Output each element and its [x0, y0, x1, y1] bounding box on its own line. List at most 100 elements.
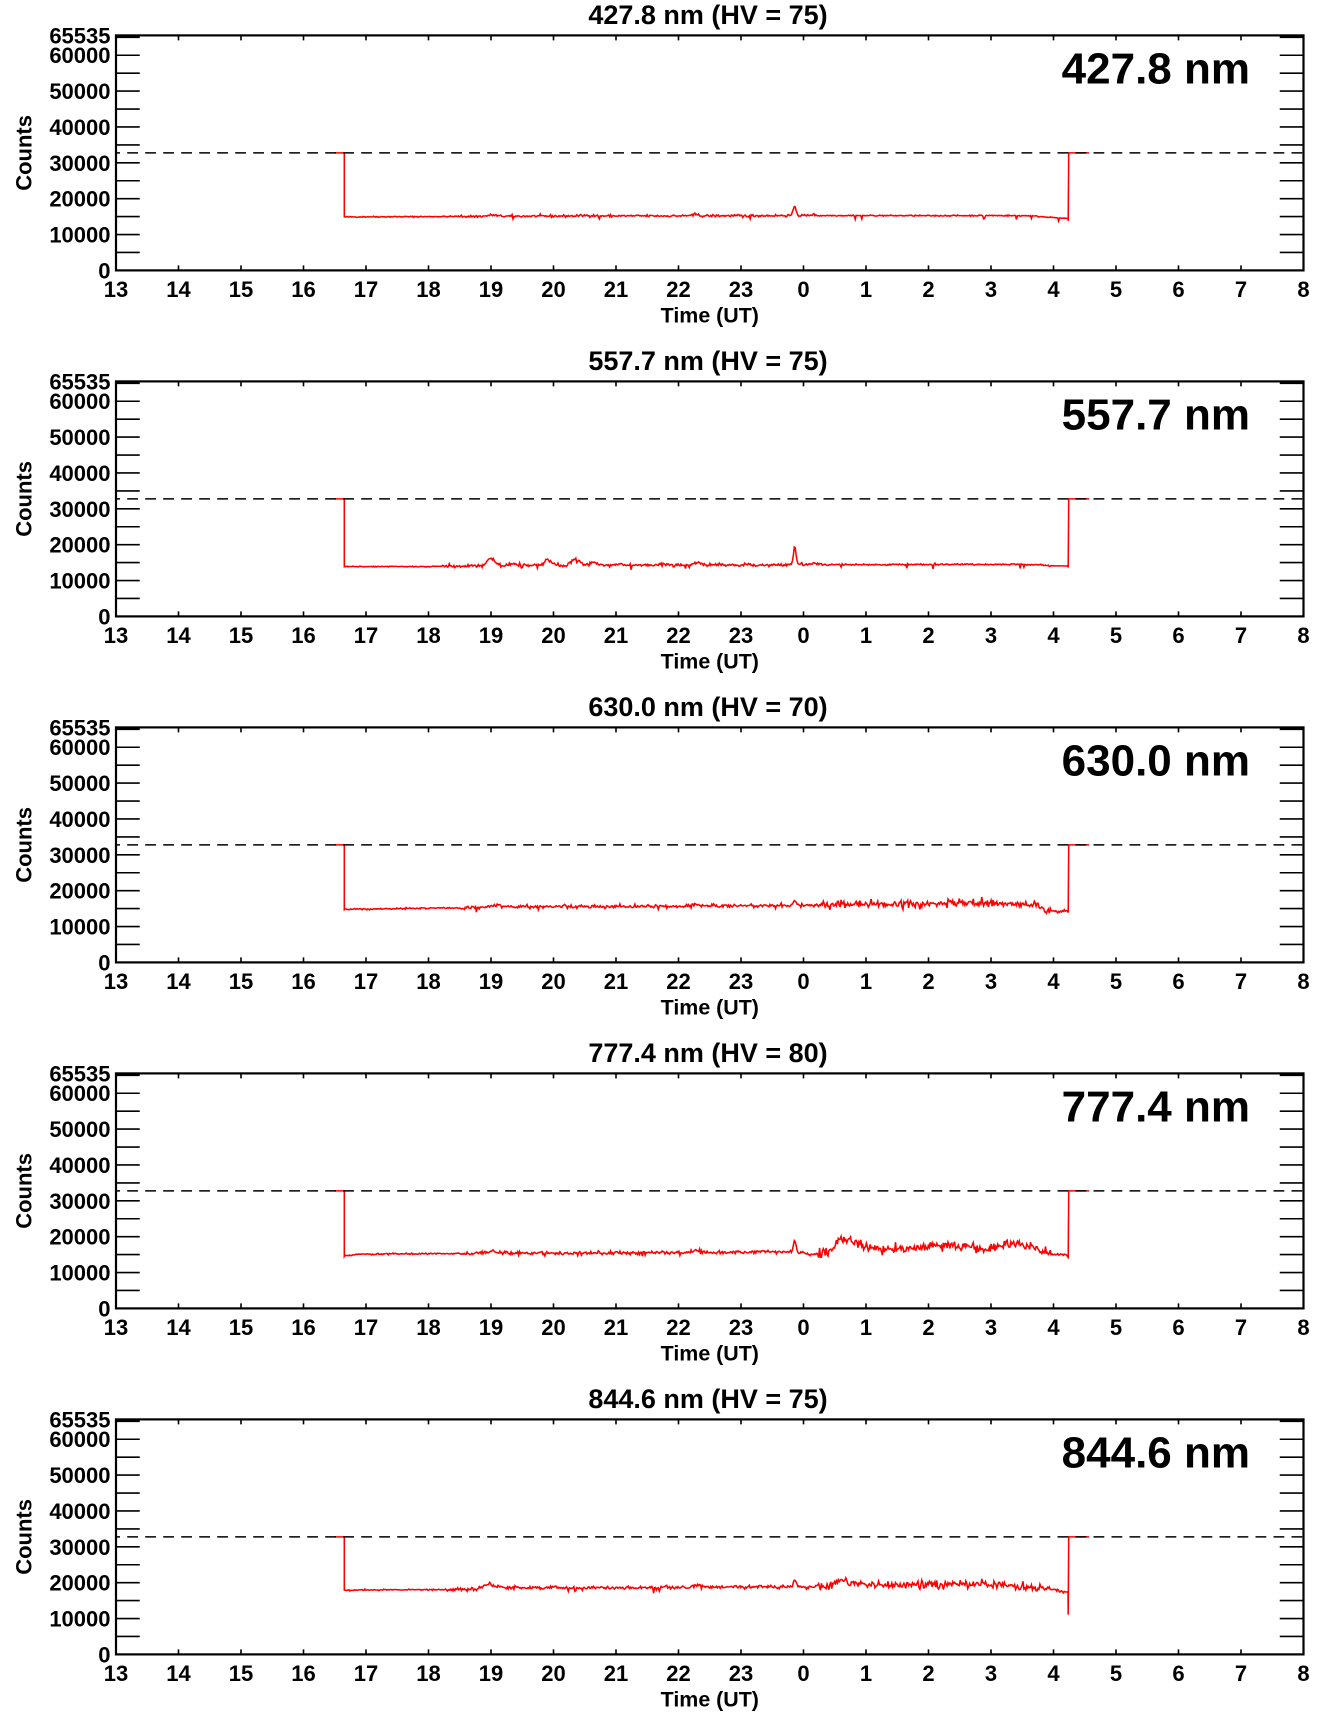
svg-text:557.7 nm (HV = 75): 557.7 nm (HV = 75)	[588, 346, 827, 376]
svg-text:10000: 10000	[49, 915, 110, 940]
svg-text:13: 13	[104, 1315, 128, 1340]
svg-text:630.0 nm (HV = 70): 630.0 nm (HV = 70)	[588, 692, 827, 722]
svg-text:22: 22	[666, 277, 690, 302]
svg-text:3: 3	[985, 969, 997, 994]
svg-text:0: 0	[98, 258, 110, 283]
svg-text:844.6 nm (HV = 75): 844.6 nm (HV = 75)	[588, 1384, 827, 1414]
svg-text:20000: 20000	[49, 1225, 110, 1250]
svg-text:30000: 30000	[49, 843, 110, 868]
svg-text:18: 18	[416, 277, 440, 302]
svg-text:15: 15	[229, 969, 253, 994]
svg-text:13: 13	[104, 969, 128, 994]
svg-text:0: 0	[797, 1315, 809, 1340]
svg-text:50000: 50000	[49, 771, 110, 796]
svg-text:14: 14	[166, 1661, 191, 1686]
svg-text:21: 21	[604, 623, 628, 648]
svg-text:1: 1	[860, 1661, 872, 1686]
svg-text:0: 0	[797, 623, 809, 648]
svg-text:4: 4	[1047, 277, 1060, 302]
svg-text:23: 23	[729, 1661, 753, 1686]
svg-text:10000: 10000	[49, 1261, 110, 1286]
svg-text:16: 16	[291, 1661, 315, 1686]
svg-text:5: 5	[1110, 969, 1122, 994]
svg-text:50000: 50000	[49, 1463, 110, 1488]
svg-text:19: 19	[479, 623, 503, 648]
svg-text:23: 23	[729, 623, 753, 648]
svg-text:19: 19	[479, 969, 503, 994]
svg-text:17: 17	[354, 1661, 378, 1686]
svg-text:6: 6	[1172, 1661, 1184, 1686]
svg-text:4: 4	[1047, 969, 1060, 994]
svg-text:5: 5	[1110, 1661, 1122, 1686]
svg-text:14: 14	[166, 277, 191, 302]
svg-text:65535: 65535	[49, 23, 110, 48]
svg-text:19: 19	[479, 1315, 503, 1340]
svg-text:8: 8	[1297, 1661, 1309, 1686]
svg-text:30000: 30000	[49, 497, 110, 522]
svg-text:Time (UT): Time (UT)	[661, 650, 759, 674]
svg-text:30000: 30000	[49, 1535, 110, 1560]
svg-text:10000: 10000	[49, 569, 110, 594]
svg-text:0: 0	[797, 969, 809, 994]
svg-text:21: 21	[604, 969, 628, 994]
svg-text:8: 8	[1297, 623, 1309, 648]
svg-text:18: 18	[416, 1315, 440, 1340]
svg-text:777.4 nm (HV = 80): 777.4 nm (HV = 80)	[588, 1038, 827, 1068]
svg-text:50000: 50000	[49, 1117, 110, 1142]
svg-text:17: 17	[354, 277, 378, 302]
svg-text:630.0 nm: 630.0 nm	[1062, 736, 1250, 785]
svg-text:4: 4	[1047, 1661, 1060, 1686]
svg-text:13: 13	[104, 277, 128, 302]
svg-text:557.7 nm: 557.7 nm	[1062, 390, 1250, 439]
svg-text:17: 17	[354, 1315, 378, 1340]
svg-text:18: 18	[416, 623, 440, 648]
svg-text:30000: 30000	[49, 151, 110, 176]
svg-text:21: 21	[604, 1661, 628, 1686]
svg-text:Counts: Counts	[12, 807, 37, 883]
svg-text:3: 3	[985, 1315, 997, 1340]
svg-text:18: 18	[416, 1661, 440, 1686]
svg-text:22: 22	[666, 1315, 690, 1340]
svg-text:Time (UT): Time (UT)	[661, 304, 759, 328]
svg-text:22: 22	[666, 1661, 690, 1686]
svg-text:2: 2	[922, 623, 934, 648]
svg-text:60000: 60000	[49, 1081, 110, 1106]
svg-text:13: 13	[104, 1661, 128, 1686]
svg-text:4: 4	[1047, 623, 1060, 648]
svg-text:2: 2	[922, 1661, 934, 1686]
svg-text:2: 2	[922, 1315, 934, 1340]
svg-text:60000: 60000	[49, 389, 110, 414]
svg-text:0: 0	[98, 1296, 110, 1321]
svg-text:40000: 40000	[49, 807, 110, 832]
svg-text:7: 7	[1235, 623, 1247, 648]
svg-text:1: 1	[860, 623, 872, 648]
svg-text:5: 5	[1110, 277, 1122, 302]
svg-text:8: 8	[1297, 969, 1309, 994]
svg-text:20000: 20000	[49, 187, 110, 212]
svg-text:844.6 nm: 844.6 nm	[1062, 1428, 1250, 1477]
svg-text:20: 20	[541, 1315, 565, 1340]
svg-text:6: 6	[1172, 277, 1184, 302]
svg-text:40000: 40000	[49, 1153, 110, 1178]
svg-text:3: 3	[985, 1661, 997, 1686]
svg-text:427.8 nm (HV = 75): 427.8 nm (HV = 75)	[588, 0, 827, 30]
svg-text:8: 8	[1297, 1315, 1309, 1340]
svg-text:60000: 60000	[49, 735, 110, 760]
svg-text:20: 20	[541, 969, 565, 994]
svg-text:23: 23	[729, 277, 753, 302]
svg-text:60000: 60000	[49, 43, 110, 68]
svg-text:16: 16	[291, 969, 315, 994]
svg-text:16: 16	[291, 623, 315, 648]
svg-text:427.8 nm: 427.8 nm	[1062, 44, 1250, 93]
svg-text:20: 20	[541, 1661, 565, 1686]
svg-text:20: 20	[541, 277, 565, 302]
svg-text:40000: 40000	[49, 115, 110, 140]
svg-text:19: 19	[479, 1661, 503, 1686]
svg-text:5: 5	[1110, 1315, 1122, 1340]
svg-text:15: 15	[229, 1661, 253, 1686]
svg-text:65535: 65535	[49, 715, 110, 740]
svg-text:20000: 20000	[49, 879, 110, 904]
svg-text:2: 2	[922, 969, 934, 994]
svg-text:65535: 65535	[49, 1407, 110, 1432]
svg-text:6: 6	[1172, 1315, 1184, 1340]
